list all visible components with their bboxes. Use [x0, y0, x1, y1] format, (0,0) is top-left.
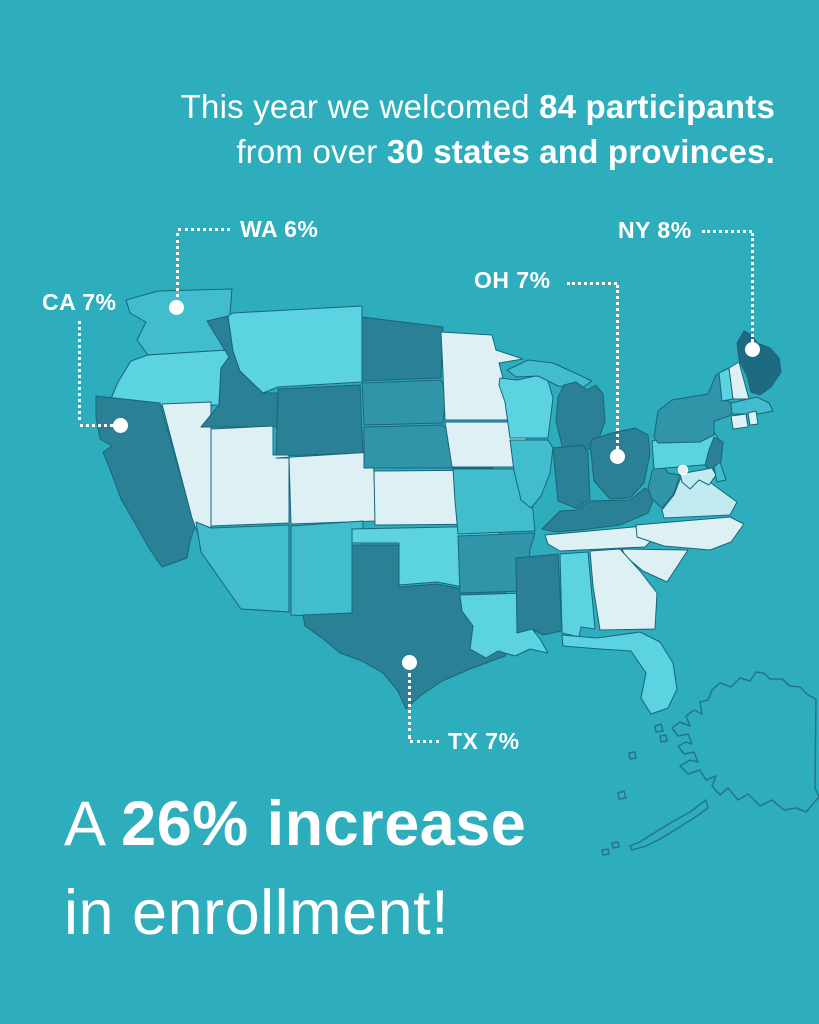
footer-line-1: A 26% increase	[64, 780, 526, 869]
callout-line-oh-horizontal	[567, 282, 617, 285]
footer-line1-regular: A	[64, 789, 122, 859]
state-il	[509, 439, 554, 509]
callout-label-oh: OH 7%	[474, 267, 551, 293]
map-dot-tx	[402, 655, 417, 670]
state-ms	[515, 553, 563, 636]
state-al	[559, 551, 596, 638]
header-line1-bold: 84 participants	[539, 88, 775, 125]
state-nc	[635, 516, 745, 551]
alaska-outline	[671, 671, 819, 813]
callout-line-ca-horizontal	[80, 424, 113, 427]
callout-line-tx-horizontal	[410, 740, 439, 743]
header-line2-bold: 30 states and provinces.	[386, 133, 775, 170]
footer-line-2: in enrollment!	[64, 878, 450, 948]
state-md	[679, 467, 717, 490]
state-tx	[302, 544, 513, 710]
callout-line-tx-vertical	[408, 673, 411, 739]
state-ri	[747, 410, 759, 426]
map-dot-ca	[113, 418, 128, 433]
state-ct	[730, 413, 749, 430]
state-wi	[498, 374, 554, 439]
header-text: This year we welcomed 84 participants fr…	[181, 84, 775, 174]
callout-line-ny-horizontal	[702, 230, 752, 233]
state-wy	[275, 384, 364, 457]
dc-circle	[677, 464, 689, 476]
state-in	[552, 444, 591, 509]
state-sd	[361, 379, 447, 426]
state-ma	[730, 396, 774, 415]
callout-line-ny-vertical	[751, 233, 754, 342]
state-az	[195, 521, 290, 613]
header-line-2: from over 30 states and provinces.	[181, 129, 775, 174]
state-nd	[361, 316, 444, 382]
callout-line-oh-vertical	[616, 285, 619, 449]
alaska-island-outline-4	[617, 790, 627, 800]
alaska-peninsula-outline	[629, 799, 709, 851]
map-dot-oh	[610, 449, 625, 464]
footer-line1-bold: 26% increase	[121, 789, 527, 859]
callout-label-tx: TX 7%	[448, 728, 520, 754]
callout-line-wa-vertical	[176, 233, 179, 297]
callout-label-ny: NY 8%	[618, 217, 692, 243]
header-line-1: This year we welcomed 84 participants	[181, 84, 775, 129]
alaska-island-outline-5	[611, 841, 620, 849]
map-dot-wa	[169, 300, 184, 315]
alaska-island-outline-2	[659, 734, 668, 743]
alaska-island-outline-3	[628, 751, 637, 760]
callout-label-wa: WA 6%	[240, 216, 319, 242]
map-dot-ny	[745, 342, 760, 357]
state-fl	[561, 631, 678, 715]
alaska-island-outline-1	[654, 723, 664, 733]
header-line2-regular: from over	[236, 133, 387, 170]
state-mi-up	[506, 359, 593, 389]
state-de	[713, 461, 727, 483]
callout-line-wa-horizontal	[178, 228, 230, 231]
footer-text: A 26% increase in enrollment!	[64, 780, 526, 958]
state-co	[275, 451, 377, 525]
state-ga	[589, 548, 658, 631]
state-ut	[210, 425, 290, 527]
state-mi	[555, 381, 606, 451]
header-line1-regular: This year we welcomed	[180, 88, 540, 125]
callout-label-ca: CA 7%	[42, 289, 117, 315]
alaska-island-outline-6	[601, 848, 610, 856]
callout-line-ca-vertical	[78, 321, 81, 420]
